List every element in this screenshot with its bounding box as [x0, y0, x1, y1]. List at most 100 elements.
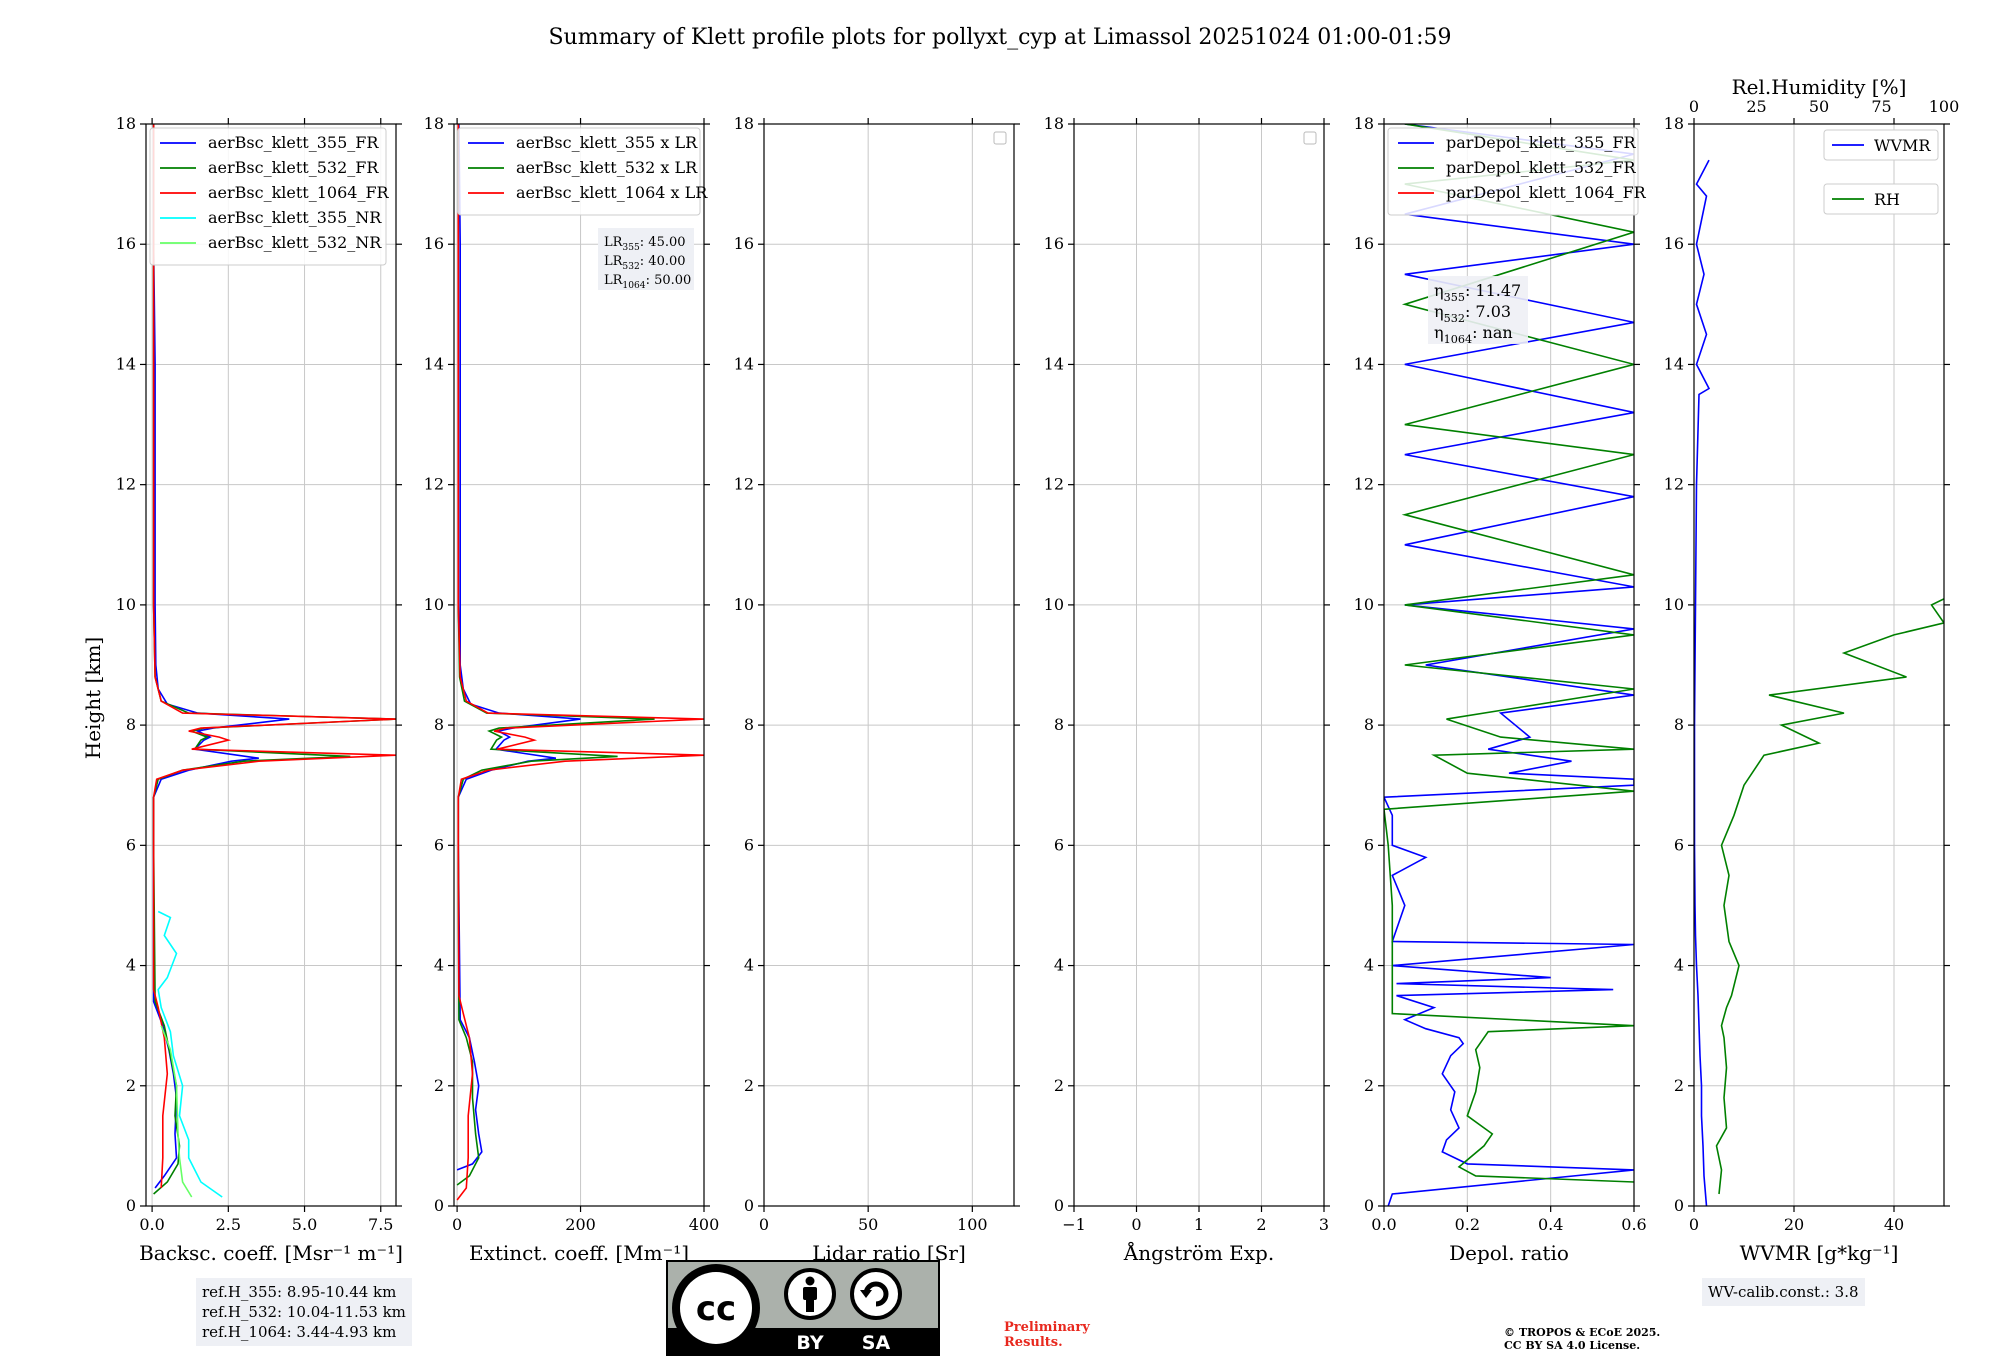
- ytick-label-extinction-6: 12: [424, 475, 444, 494]
- lidar-ratio-annotation-box: [598, 228, 694, 290]
- ytick-label-lidar_ratio-4: 8: [744, 715, 754, 734]
- xtick-label-extinction-1: 200: [565, 1215, 596, 1234]
- xlabel-extinction: Extinct. coeff. [Mm⁻¹]: [469, 1241, 689, 1265]
- ytick-label-depol-2: 4: [1364, 956, 1374, 975]
- ref-height-532: ref.H_532: 10.04-11.53 km: [202, 1303, 406, 1321]
- xtick-label-angstrom-3: 2: [1256, 1215, 1266, 1234]
- legend-label-backscatter-3: aerBsc_klett_355_NR: [208, 208, 382, 227]
- ytick-label-angstrom-5: 10: [1044, 595, 1064, 614]
- xtick-label-depol-3: 0.6: [1621, 1215, 1646, 1234]
- xtick-label-wvmr-1: 20: [1784, 1215, 1804, 1234]
- ref-height-1064: ref.H_1064: 3.44-4.93 km: [202, 1323, 397, 1341]
- x2tick-label-wvmr-2: 50: [1809, 97, 1829, 116]
- sa-label: SA: [862, 1332, 891, 1354]
- legend-label-depol-1: parDepol_klett_532_FR: [1446, 158, 1637, 177]
- empty-legend-angstrom: [1303, 131, 1317, 145]
- ytick-label-lidar_ratio-2: 4: [744, 956, 754, 975]
- ytick-label-depol-3: 6: [1364, 835, 1374, 854]
- axes-frame-wvmr: [1693, 123, 1945, 1207]
- ytick-label-extinction-5: 10: [424, 595, 444, 614]
- ytick-label-extinction-2: 4: [434, 956, 444, 975]
- preliminary-line-1: Preliminary: [1004, 1320, 1090, 1335]
- xtick-label-lidar_ratio-2: 100: [957, 1215, 988, 1234]
- xlabel-depol: Depol. ratio: [1449, 1241, 1569, 1265]
- legend-label-extinction-2: aerBsc_klett_1064 x LR: [516, 183, 708, 202]
- legend-box-wvmr-0: [1823, 129, 1939, 161]
- x2tick-label-wvmr-4: 100: [1929, 97, 1960, 116]
- wv-calibration-box: WV-calib.const.: 3.8: [1702, 1278, 1865, 1306]
- ytick-label-wvmr-4: 8: [1674, 715, 1684, 734]
- ytick-label-depol-0: 0: [1364, 1196, 1374, 1215]
- ytick-label-angstrom-1: 2: [1054, 1076, 1064, 1095]
- series-line-extinction-0: [456, 124, 581, 1171]
- lidar-ratio-annotation-1: LR532: 40.00: [604, 254, 686, 272]
- by-label: BY: [796, 1332, 823, 1354]
- ytick-label-depol-5: 10: [1354, 595, 1374, 614]
- xtick-label-angstrom-1: 0: [1131, 1215, 1141, 1234]
- xtick-label-lidar_ratio-0: 0: [759, 1215, 769, 1234]
- ytick-label-depol-7: 14: [1354, 354, 1374, 373]
- ytick-label-backscatter-6: 12: [116, 475, 136, 494]
- legend-label-backscatter-2: aerBsc_klett_1064_FR: [208, 183, 390, 202]
- xtick-label-angstrom-4: 3: [1319, 1215, 1329, 1234]
- panel-wvmr: 0 2 4 6 8 10 12 14 16 18 0 20 40 WVMR [g*kg⁻¹] 0 25 50 75…: [1664, 75, 1960, 1265]
- copyright-line-1: © TROPOS & ECoE 2025.: [1504, 1326, 1661, 1339]
- ytick-label-extinction-0: 0: [434, 1196, 444, 1215]
- cc-license-badge: cc BY SA: [666, 1260, 940, 1356]
- lidar-ratio-annotation-0: LR355: 45.00: [604, 235, 686, 253]
- legend-box-backscatter: [149, 127, 387, 266]
- ytick-label-depol-6: 12: [1354, 475, 1374, 494]
- panel-backscatter: 0 2 4 6 8 10 12 14 16 18 0.0 2.5 5.0 7.5 Backsc. coeff…: [116, 114, 403, 1265]
- ytick-label-extinction-3: 6: [434, 835, 444, 854]
- ytick-label-backscatter-5: 10: [116, 595, 136, 614]
- legend-label-wvmr-1: RH: [1874, 190, 1900, 209]
- eta-annotation-0: η355: 11.47: [1434, 281, 1521, 304]
- ytick-label-wvmr-6: 12: [1664, 475, 1684, 494]
- series-line-depol-0: [1384, 124, 1634, 1206]
- cc-logo-icon: cc: [672, 1264, 760, 1352]
- attribution-person-icon: [784, 1268, 836, 1320]
- ytick-label-lidar_ratio-1: 2: [744, 1076, 754, 1095]
- legend-label-backscatter-1: aerBsc_klett_532_FR: [208, 158, 379, 177]
- xlabel-wvmr: WVMR [g*kg⁻¹]: [1740, 1241, 1899, 1265]
- ytick-label-backscatter-4: 8: [126, 715, 136, 734]
- ytick-label-depol-8: 16: [1354, 234, 1374, 253]
- x2tick-label-wvmr-1: 25: [1746, 97, 1766, 116]
- xlabel-backscatter: Backsc. coeff. [Msr⁻¹ m⁻¹]: [139, 1241, 403, 1265]
- ytick-label-extinction-1: 2: [434, 1076, 444, 1095]
- series-line-backscatter-2: [152, 124, 396, 1189]
- ytick-label-angstrom-8: 16: [1044, 234, 1064, 253]
- lidar-ratio-annotation-2: LR1064: 50.00: [604, 273, 691, 291]
- ytick-label-wvmr-1: 2: [1674, 1076, 1684, 1095]
- ytick-label-backscatter-1: 2: [126, 1076, 136, 1095]
- xtick-label-wvmr-2: 40: [1884, 1215, 1904, 1234]
- ytick-label-angstrom-4: 8: [1054, 715, 1064, 734]
- ytick-label-lidar_ratio-9: 18: [734, 114, 754, 133]
- ref-height-355: ref.H_355: 8.95-10.44 km: [202, 1283, 397, 1301]
- xtick-label-lidar_ratio-1: 50: [858, 1215, 878, 1234]
- ytick-label-extinction-4: 8: [434, 715, 444, 734]
- ytick-label-backscatter-2: 4: [126, 956, 136, 975]
- series-line-backscatter-1: [152, 124, 396, 1195]
- ytick-label-angstrom-7: 14: [1044, 354, 1064, 373]
- legend-label-extinction-0: aerBsc_klett_355 x LR: [516, 133, 698, 152]
- x2tick-label-wvmr-3: 75: [1871, 97, 1891, 116]
- legend-label-wvmr-0: WVMR: [1874, 136, 1931, 155]
- ytick-label-wvmr-0: 0: [1674, 1196, 1684, 1215]
- ytick-label-backscatter-9: 18: [116, 114, 136, 133]
- ytick-label-angstrom-2: 4: [1054, 956, 1064, 975]
- series-line-wvmr-0: [1694, 159, 1711, 1206]
- xlabel-angstrom: Ångström Exp.: [1123, 1240, 1274, 1265]
- xtick-label-angstrom-2: 1: [1194, 1215, 1204, 1234]
- xtick-label-depol-1: 0.2: [1455, 1215, 1480, 1234]
- ytick-label-depol-9: 18: [1354, 114, 1374, 133]
- ytick-label-angstrom-0: 0: [1054, 1196, 1064, 1215]
- ytick-label-lidar_ratio-6: 12: [734, 475, 754, 494]
- eta-annotation-2: η1064: nan: [1434, 323, 1513, 346]
- reference-heights-box: ref.H_355: 8.95-10.44 km ref.H_532: 10.0…: [196, 1278, 412, 1346]
- ytick-label-wvmr-9: 18: [1664, 114, 1684, 133]
- ytick-label-extinction-7: 14: [424, 354, 444, 373]
- legend-label-depol-0: parDepol_klett_355_FR: [1446, 133, 1637, 152]
- xtick-label-backscatter-3: 7.5: [368, 1215, 393, 1234]
